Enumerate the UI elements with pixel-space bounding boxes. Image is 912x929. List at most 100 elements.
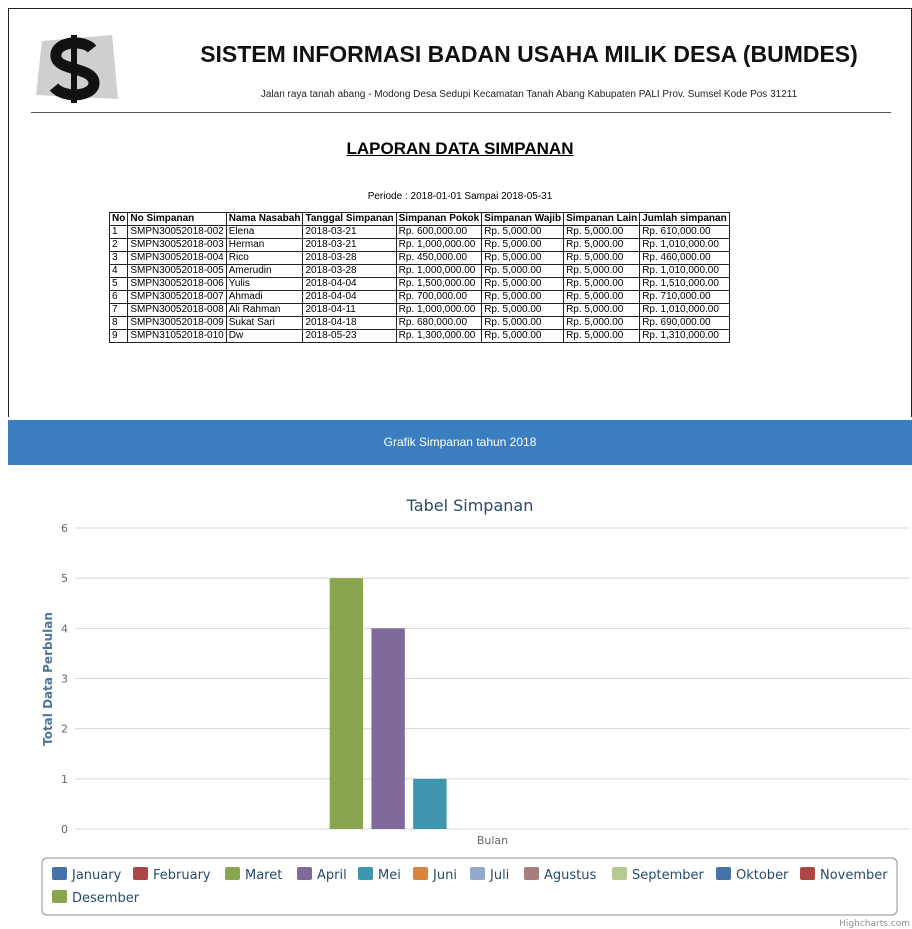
- legend-symbol: [52, 867, 67, 880]
- legend-symbol: [413, 867, 428, 880]
- table-cell: Rp. 600,000.00: [395, 225, 483, 239]
- y-tick-label: 4: [61, 622, 68, 635]
- chart: Tabel Simpanan Total Data Perbulan 0 1 2 3 4 5 6…: [41, 496, 910, 929]
- y-tick-label: 3: [61, 673, 68, 686]
- table-cell: Rp. 1,000,000.00: [395, 264, 483, 278]
- legend-label: Oktober: [736, 868, 789, 883]
- table-cell: Rp. 5,000.00: [563, 225, 641, 239]
- table-cell: Rico: [225, 251, 304, 265]
- table-cell: Rp. 5,000.00: [563, 264, 641, 278]
- legend-symbol: [612, 867, 627, 880]
- table-cell: Yulis: [225, 277, 304, 291]
- legend-box: [41, 857, 898, 916]
- table-cell: SMPN30052018-007: [127, 290, 227, 304]
- table-cell: 2018-04-18: [302, 316, 397, 330]
- table-cell: Rp. 460,000.00: [639, 251, 730, 265]
- header-cell: Jumlah simpanan: [639, 212, 730, 226]
- y-tick-label: 6: [61, 522, 68, 535]
- table-cell: Amerudin: [225, 264, 304, 278]
- table-row: 2 SMPN30052018-003 Herman 2018-03-21 Rp. 1,0…: [108, 238, 730, 252]
- table-cell: 2018-04-04: [302, 277, 397, 291]
- legend-symbol: [133, 867, 148, 880]
- table-cell: 2018-03-28: [302, 264, 397, 278]
- table-cell: Rp. 5,000.00: [481, 329, 565, 343]
- table-cell: 2018-03-21: [302, 225, 397, 239]
- table-cell: SMPN30052018-005: [127, 264, 227, 278]
- legend-symbol: [297, 867, 312, 880]
- legend-symbol: [225, 867, 240, 880]
- legend-symbol: [52, 890, 67, 903]
- legend-label: Juni: [432, 868, 457, 883]
- legend-label: Desember: [72, 891, 140, 906]
- table-cell: Rp. 5,000.00: [481, 238, 565, 252]
- header-cell: Simpanan Wajib: [481, 212, 565, 226]
- table-cell: Rp. 5,000.00: [563, 303, 641, 317]
- table-row: 6 SMPN30052018-007 Ahmadi 2018-04-04 Rp. 700…: [108, 290, 730, 304]
- table-cell: Rp. 1,500,000.00: [395, 277, 483, 291]
- credits: Highcharts.com: [839, 919, 910, 929]
- legend-symbol: [716, 867, 731, 880]
- app-title: SISTEM INFORMASI BADAN USAHA MILIK DESA …: [200, 41, 858, 67]
- table-cell: 4: [108, 264, 129, 278]
- legend-label: November: [820, 868, 888, 883]
- table-cell: 1: [108, 225, 129, 239]
- table-cell: Rp. 1,300,000.00: [395, 329, 483, 343]
- table-cell: Rp. 1,010,000.00: [639, 303, 730, 317]
- table-cell: 2: [108, 238, 129, 252]
- table-cell: Rp. 1,510,000.00: [639, 277, 730, 291]
- x-tick-label: Bulan: [477, 834, 508, 847]
- table-cell: 2018-03-28: [302, 251, 397, 265]
- table-cell: Rp. 5,000.00: [481, 303, 565, 317]
- table-cell: Sukat Sari: [225, 316, 304, 330]
- y-tick-label: 2: [61, 723, 68, 736]
- table-row: 1 SMPN30052018-002 Elena 2018-03-21 Rp. 600,…: [108, 225, 730, 239]
- table-row: 5 SMPN30052018-006 Yulis 2018-04-04 Rp. 1,50…: [108, 277, 730, 291]
- table-cell: SMPN30052018-004: [127, 251, 227, 265]
- header-cell: Simpanan Pokok: [395, 212, 483, 226]
- table-cell: Rp. 710,000.00: [639, 290, 730, 304]
- table-cell: Rp. 1,310,000.00: [639, 329, 730, 343]
- table-cell: Rp. 5,000.00: [481, 251, 565, 265]
- legend-symbol: [800, 867, 815, 880]
- table-cell: SMPN30052018-002: [127, 225, 227, 239]
- table-cell: Rp. 5,000.00: [481, 225, 565, 239]
- table-row: 4 SMPN30052018-005 Amerudin 2018-03-28 Rp. 1…: [108, 264, 730, 278]
- legend-label: Agustus: [544, 868, 596, 883]
- address: Jalan raya tanah abang - Modong Desa Sed…: [260, 89, 798, 100]
- table-cell: Rp. 700,000.00: [395, 290, 483, 304]
- table-cell: Elena: [225, 225, 304, 239]
- legend-label: February: [153, 868, 211, 883]
- table-cell: Herman: [225, 238, 304, 252]
- table-cell: Rp. 5,000.00: [481, 264, 565, 278]
- header-cell: Simpanan Lain: [563, 212, 641, 226]
- table-cell: Rp. 610,000.00: [639, 225, 730, 239]
- y-tick-label: 0: [61, 823, 68, 836]
- table-cell: 6: [108, 290, 129, 304]
- table-cell: Rp. 5,000.00: [563, 251, 641, 265]
- table-cell: Dw: [225, 329, 304, 343]
- table-row: 3 SMPN30052018-004 Rico 2018-03-28 Rp. 450,0…: [108, 251, 730, 265]
- legend-symbol: [358, 867, 373, 880]
- table-cell: SMPN30052018-003: [127, 238, 227, 252]
- table-cell: 7: [108, 303, 129, 317]
- table-cell: Rp. 1,000,000.00: [395, 303, 483, 317]
- table-cell: Rp. 690,000.00: [639, 316, 730, 330]
- table-cell: Rp. 5,000.00: [563, 329, 641, 343]
- legend-label: September: [632, 868, 705, 883]
- legend-label: Maret: [245, 868, 282, 883]
- table-cell: Rp. 5,000.00: [481, 316, 565, 330]
- report-title: LAPORAN DATA SIMPANAN: [346, 139, 574, 158]
- table-cell: Rp. 5,000.00: [481, 290, 565, 304]
- y-axis-label: Total Data Perbulan: [41, 612, 55, 746]
- header-cell: Nama Nasabah: [225, 212, 304, 226]
- data-table: No No Simpanan Nama Nasabah Tanggal Simpana…: [108, 212, 730, 343]
- legend-label: Juli: [489, 868, 509, 883]
- table-cell: 2018-04-11: [302, 303, 397, 317]
- table-cell: 2018-05-23: [302, 329, 397, 343]
- header-cell: Tanggal Simpanan: [302, 212, 397, 226]
- bar: [329, 578, 364, 829]
- table-cell: SMPN30052018-008: [127, 303, 227, 317]
- legend-symbol: [470, 867, 485, 880]
- banner: Grafik Simpanan tahun 2018: [8, 420, 912, 465]
